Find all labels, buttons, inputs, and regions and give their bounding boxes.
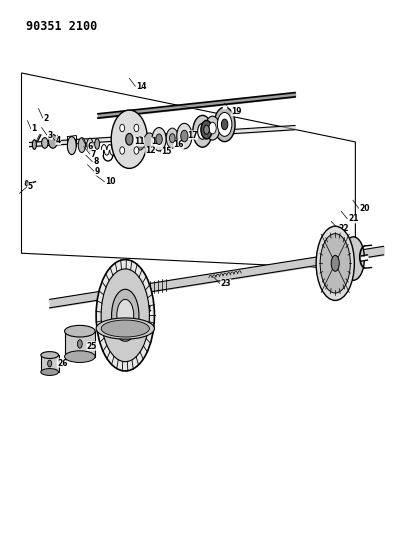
Text: 20: 20: [359, 204, 370, 213]
Ellipse shape: [96, 260, 154, 371]
Ellipse shape: [214, 107, 235, 142]
Text: 7: 7: [91, 150, 96, 159]
Ellipse shape: [41, 352, 58, 359]
Ellipse shape: [101, 320, 149, 337]
Text: 90351 2100: 90351 2100: [26, 20, 97, 33]
Ellipse shape: [78, 138, 85, 152]
Ellipse shape: [144, 133, 155, 151]
Text: 17: 17: [187, 131, 198, 140]
Ellipse shape: [198, 123, 207, 139]
Text: 10: 10: [105, 177, 116, 186]
Ellipse shape: [181, 130, 188, 142]
Text: 14: 14: [136, 82, 147, 91]
Text: 26: 26: [57, 359, 67, 367]
Ellipse shape: [49, 134, 57, 148]
Ellipse shape: [222, 119, 228, 130]
Text: 1: 1: [32, 124, 37, 133]
Text: 6: 6: [88, 142, 93, 151]
Text: 25: 25: [87, 342, 97, 351]
Text: 15: 15: [162, 148, 172, 157]
Text: 8: 8: [93, 157, 98, 166]
Ellipse shape: [112, 289, 139, 341]
Ellipse shape: [177, 123, 192, 149]
Ellipse shape: [120, 124, 125, 132]
Ellipse shape: [134, 124, 139, 132]
Ellipse shape: [95, 139, 100, 149]
Ellipse shape: [111, 110, 147, 168]
Ellipse shape: [204, 125, 209, 134]
Polygon shape: [64, 331, 95, 357]
Text: 5: 5: [28, 182, 33, 191]
Text: 18: 18: [215, 123, 225, 132]
Ellipse shape: [209, 122, 216, 134]
Ellipse shape: [166, 128, 178, 148]
Ellipse shape: [126, 133, 133, 145]
Ellipse shape: [193, 115, 212, 147]
Text: 2: 2: [44, 114, 49, 123]
Ellipse shape: [42, 138, 48, 148]
Text: 16: 16: [173, 140, 184, 149]
Ellipse shape: [32, 140, 36, 149]
Ellipse shape: [87, 138, 93, 151]
Ellipse shape: [320, 233, 350, 293]
Ellipse shape: [64, 325, 95, 337]
Ellipse shape: [101, 269, 149, 362]
Text: 19: 19: [232, 107, 242, 116]
Text: 23: 23: [221, 279, 231, 288]
Ellipse shape: [26, 181, 28, 186]
Text: 12: 12: [145, 147, 156, 156]
Text: 11: 11: [134, 138, 145, 147]
Ellipse shape: [96, 318, 154, 339]
Ellipse shape: [64, 351, 95, 362]
Ellipse shape: [136, 137, 144, 150]
Ellipse shape: [120, 147, 125, 154]
Text: 3: 3: [48, 131, 53, 140]
Ellipse shape: [134, 147, 139, 154]
Text: 13: 13: [151, 138, 162, 147]
Ellipse shape: [217, 112, 232, 136]
Ellipse shape: [331, 255, 339, 271]
Ellipse shape: [205, 116, 220, 140]
Ellipse shape: [342, 237, 364, 280]
Ellipse shape: [67, 136, 76, 155]
Ellipse shape: [77, 340, 82, 348]
Ellipse shape: [132, 130, 149, 157]
Ellipse shape: [201, 120, 212, 139]
Ellipse shape: [316, 226, 354, 301]
Ellipse shape: [152, 127, 166, 151]
Ellipse shape: [156, 134, 162, 144]
Ellipse shape: [170, 134, 175, 143]
Text: 22: 22: [339, 224, 349, 233]
Polygon shape: [41, 355, 58, 372]
Text: 21: 21: [348, 214, 358, 223]
Text: 4: 4: [56, 136, 61, 145]
Ellipse shape: [48, 360, 52, 367]
Text: 9: 9: [95, 166, 100, 175]
Text: 24: 24: [141, 305, 152, 314]
Ellipse shape: [41, 368, 58, 375]
Ellipse shape: [117, 300, 134, 331]
